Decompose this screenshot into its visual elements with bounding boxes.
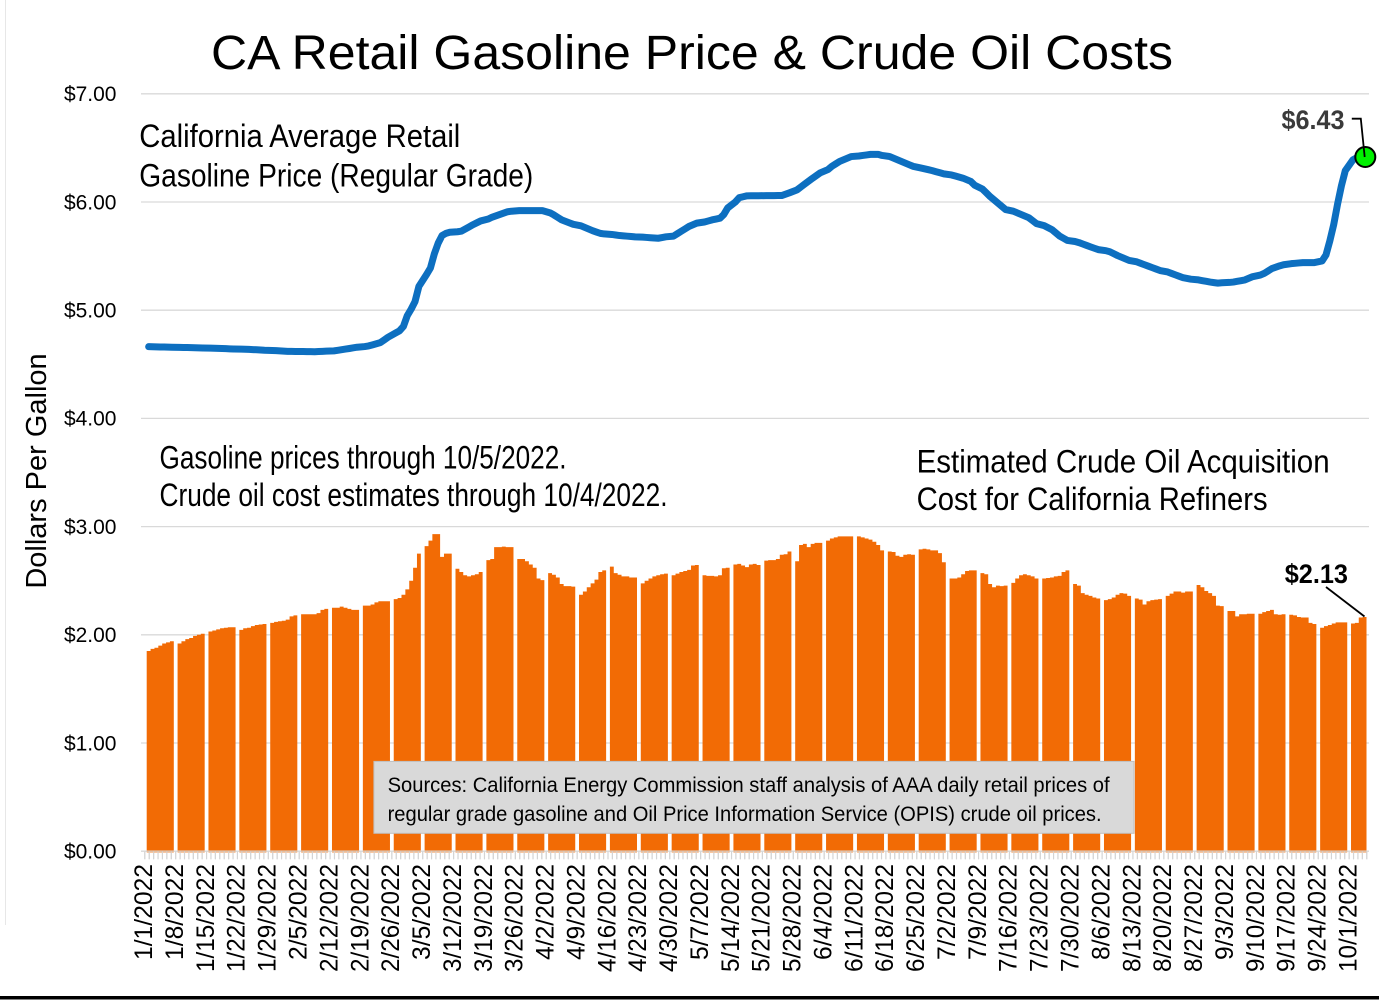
svg-text:$2.13: $2.13 bbox=[1285, 559, 1348, 589]
svg-text:Crude oil cost estimates throu: Crude oil cost estimates through 10/4/20… bbox=[160, 477, 668, 513]
svg-text:6/4/2022: 6/4/2022 bbox=[810, 864, 838, 960]
svg-text:$6.43: $6.43 bbox=[1282, 105, 1345, 135]
svg-text:5/28/2022: 5/28/2022 bbox=[779, 864, 807, 972]
svg-text:4/9/2022: 4/9/2022 bbox=[562, 864, 590, 960]
svg-text:9/3/2022: 9/3/2022 bbox=[1211, 864, 1239, 960]
svg-text:2/26/2022: 2/26/2022 bbox=[377, 864, 405, 972]
svg-text:2/5/2022: 2/5/2022 bbox=[285, 864, 313, 960]
svg-text:Sources: California Energy Com: Sources: California Energy Commission st… bbox=[388, 774, 1110, 797]
svg-text:5/7/2022: 5/7/2022 bbox=[686, 864, 714, 960]
svg-text:$4.00: $4.00 bbox=[64, 408, 117, 431]
svg-text:regular grade gasoline and Oil: regular grade gasoline and Oil Price Inf… bbox=[388, 803, 1102, 826]
svg-text:2/19/2022: 2/19/2022 bbox=[346, 864, 374, 972]
svg-text:9/17/2022: 9/17/2022 bbox=[1273, 864, 1301, 972]
svg-text:6/18/2022: 6/18/2022 bbox=[871, 864, 899, 972]
svg-text:2/12/2022: 2/12/2022 bbox=[315, 864, 343, 972]
svg-text:3/19/2022: 3/19/2022 bbox=[470, 864, 498, 972]
svg-text:1/22/2022: 1/22/2022 bbox=[223, 864, 251, 972]
svg-text:7/23/2022: 7/23/2022 bbox=[1026, 864, 1054, 972]
svg-text:3/5/2022: 3/5/2022 bbox=[408, 864, 436, 960]
svg-text:4/16/2022: 4/16/2022 bbox=[593, 864, 621, 972]
svg-text:9/24/2022: 9/24/2022 bbox=[1304, 864, 1332, 972]
svg-text:8/6/2022: 8/6/2022 bbox=[1087, 864, 1115, 960]
svg-text:Gasoline Price (Regular Grade): Gasoline Price (Regular Grade) bbox=[139, 158, 533, 194]
svg-text:8/20/2022: 8/20/2022 bbox=[1149, 864, 1177, 972]
svg-text:Cost for California Refiners: Cost for California Refiners bbox=[917, 481, 1268, 517]
svg-text:7/16/2022: 7/16/2022 bbox=[995, 864, 1023, 972]
svg-text:3/26/2022: 3/26/2022 bbox=[501, 864, 529, 972]
svg-text:8/13/2022: 8/13/2022 bbox=[1118, 864, 1146, 972]
svg-text:6/11/2022: 6/11/2022 bbox=[840, 864, 868, 972]
svg-text:5/21/2022: 5/21/2022 bbox=[748, 864, 776, 972]
svg-text:1/8/2022: 1/8/2022 bbox=[161, 864, 189, 960]
svg-text:7/30/2022: 7/30/2022 bbox=[1057, 864, 1085, 972]
svg-text:3/12/2022: 3/12/2022 bbox=[439, 864, 467, 972]
svg-text:$6.00: $6.00 bbox=[64, 191, 117, 214]
svg-text:$3.00: $3.00 bbox=[64, 516, 117, 539]
svg-text:Dollars Per Gallon: Dollars Per Gallon bbox=[21, 353, 53, 588]
svg-text:5/14/2022: 5/14/2022 bbox=[717, 864, 745, 972]
svg-text:1/15/2022: 1/15/2022 bbox=[192, 864, 220, 972]
svg-text:10/1/2022: 10/1/2022 bbox=[1334, 864, 1362, 972]
svg-text:8/27/2022: 8/27/2022 bbox=[1180, 864, 1208, 972]
svg-text:Gasoline prices through 10/5/2: Gasoline prices through 10/5/2022. bbox=[160, 440, 567, 476]
svg-text:4/30/2022: 4/30/2022 bbox=[655, 864, 683, 972]
svg-text:9/10/2022: 9/10/2022 bbox=[1242, 864, 1270, 972]
svg-text:1/1/2022: 1/1/2022 bbox=[130, 864, 158, 960]
svg-text:$0.00: $0.00 bbox=[64, 841, 117, 864]
svg-text:1/29/2022: 1/29/2022 bbox=[254, 864, 282, 972]
svg-text:$2.00: $2.00 bbox=[64, 624, 117, 647]
svg-text:$5.00: $5.00 bbox=[64, 300, 117, 323]
svg-text:7/2/2022: 7/2/2022 bbox=[933, 864, 961, 960]
svg-text:CA Retail Gasoline Price & Cru: CA Retail Gasoline Price & Crude Oil Cos… bbox=[211, 27, 1173, 80]
svg-text:4/23/2022: 4/23/2022 bbox=[624, 864, 652, 972]
svg-text:7/9/2022: 7/9/2022 bbox=[964, 864, 992, 960]
svg-text:Estimated Crude Oil Acquisitio: Estimated Crude Oil Acquisition bbox=[917, 444, 1330, 480]
svg-text:4/2/2022: 4/2/2022 bbox=[532, 864, 560, 960]
svg-text:$7.00: $7.00 bbox=[64, 83, 117, 106]
svg-text:$1.00: $1.00 bbox=[64, 732, 117, 755]
svg-text:6/25/2022: 6/25/2022 bbox=[902, 864, 930, 972]
svg-text:California Average Retail: California Average Retail bbox=[139, 118, 460, 154]
